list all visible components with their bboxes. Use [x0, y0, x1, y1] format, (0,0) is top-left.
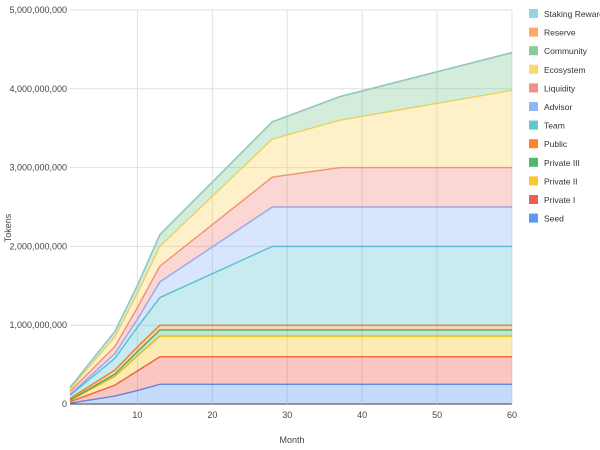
y-tick-label: 1,000,000,000 — [9, 320, 67, 330]
legend-label: Private II — [544, 176, 578, 186]
legend-label: Ecosystem — [544, 65, 586, 75]
legend-item-public: Public — [529, 139, 568, 149]
legend-item-reserve: Reserve — [529, 28, 576, 38]
area-seed — [70, 384, 512, 404]
legend-swatch — [529, 139, 538, 149]
legend-item-team: Team — [529, 120, 565, 131]
legend-swatch — [529, 195, 538, 204]
line-staking-reward — [69, 51, 513, 388]
area-private-i — [70, 356, 512, 404]
legend-swatch — [529, 83, 538, 93]
legend-item-ecosystem: Ecosystem — [529, 64, 586, 75]
legend-label: Public — [544, 139, 568, 149]
line-private-ii — [69, 335, 512, 402]
legend-label: Team — [544, 121, 565, 131]
area-private-ii — [70, 336, 512, 402]
legend-swatch — [529, 46, 538, 56]
legend-swatch — [529, 64, 538, 74]
legend-label: Staking Reward — [544, 9, 600, 19]
legend-item-staking-reward: Staking Reward — [529, 9, 600, 19]
line-ecosystem — [69, 89, 513, 390]
line-public — [69, 324, 512, 400]
legend-item-private-iii: Private III — [529, 157, 580, 168]
line-seed — [69, 383, 512, 404]
legend-swatch — [529, 27, 538, 37]
x-tick-label: 10 — [132, 410, 142, 420]
x-tick-label: 50 — [432, 410, 442, 420]
legend-swatch — [529, 102, 538, 111]
legend-item-advisor: Advisor — [529, 102, 573, 112]
legend-item-private-i: Private I — [529, 195, 575, 205]
legend-swatch — [529, 9, 538, 18]
legend-item-private-ii: Private II — [529, 176, 578, 186]
area-team — [70, 246, 512, 399]
legend-label: Advisor — [544, 102, 573, 112]
area-community — [70, 52, 512, 389]
area-liquidity — [70, 167, 512, 395]
legend-item-seed: Seed — [529, 213, 564, 224]
axes: 0 1,000,000,000 2,000,000,000 3,000,000,000… — [9, 5, 517, 420]
legend-swatch — [529, 120, 538, 130]
legend-swatch — [529, 176, 538, 186]
line-private-iii — [69, 329, 512, 401]
legend-item-liquidity: Liquidity — [529, 83, 576, 93]
legend-label: Private III — [544, 158, 580, 168]
area-ecosystem — [70, 90, 512, 392]
y-tick-label: 3,000,000,000 — [9, 163, 67, 173]
x-axis-title: Month — [279, 435, 304, 445]
y-tick-label: 2,000,000,000 — [9, 241, 67, 251]
x-tick-label: 60 — [507, 410, 517, 420]
x-tick-label: 20 — [207, 410, 217, 420]
line-team — [69, 245, 512, 396]
legend-label: Liquidity — [544, 83, 576, 93]
y-tick-label: 4,000,000,000 — [9, 84, 67, 94]
line-private-i — [69, 356, 512, 403]
area-advisor — [70, 207, 512, 396]
legend-label: Reserve — [544, 28, 576, 38]
legend-label: Private I — [544, 195, 575, 205]
y-tick-label: 5,000,000,000 — [9, 5, 67, 15]
y-axis-title: Tokens — [3, 213, 13, 242]
x-tick-label: 30 — [282, 410, 292, 420]
x-tick-label: 40 — [357, 410, 367, 420]
legend-swatch — [529, 213, 538, 223]
legend-label: Seed — [544, 214, 564, 224]
area-series — [69, 51, 513, 404]
line-liquidity — [69, 166, 512, 392]
line-advisor — [69, 206, 512, 396]
legend: Staking Reward Reserve Community Ecosystem L… — [529, 9, 600, 224]
y-tick-label: 0 — [62, 399, 67, 409]
legend-item-community: Community — [529, 46, 588, 56]
legend-swatch — [529, 157, 538, 167]
legend-label: Community — [544, 46, 588, 56]
